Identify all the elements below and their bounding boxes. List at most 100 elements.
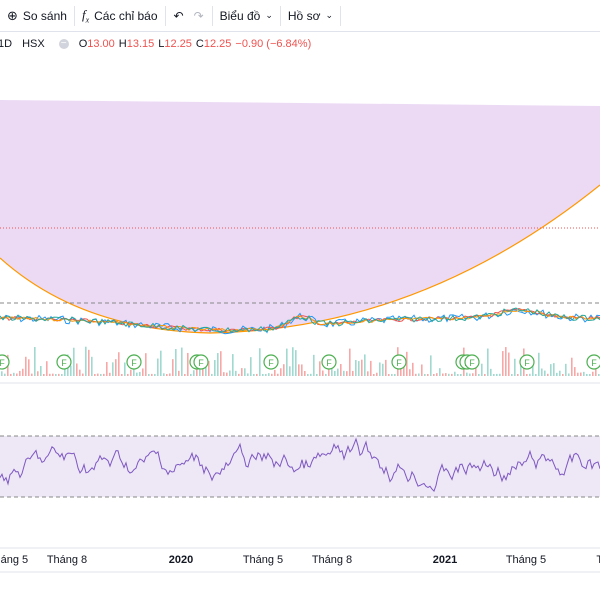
- volume-bar: [259, 348, 261, 376]
- redo-button[interactable]: ↷: [193, 8, 204, 23]
- volume-bar: [253, 373, 255, 376]
- volume-bar: [532, 360, 534, 376]
- volume-bar: [100, 373, 102, 376]
- volume-bars: [1, 346, 600, 376]
- profile-label: Hồ sơ: [287, 8, 321, 23]
- volume-bar: [424, 373, 426, 376]
- event-marker: [464, 354, 480, 370]
- volume-bar: [130, 369, 132, 376]
- time-axis-labels: Tháng 5 Tháng 8 2020 Tháng 5 Tháng 8 2021 Thán…: [0, 554, 600, 566]
- volume-bar: [199, 367, 201, 376]
- indicators-button[interactable]: fx Các chỉ báo: [75, 0, 165, 32]
- volume-bar: [25, 356, 27, 376]
- volume-bar: [262, 373, 264, 376]
- volume-bar: [454, 371, 456, 376]
- event-marker-label: F: [61, 358, 67, 368]
- time-label: Tháng 5: [506, 554, 546, 566]
- volume-bar: [154, 373, 156, 376]
- volume-bar: [124, 362, 126, 376]
- close-value: 12.25: [203, 38, 232, 50]
- volume-bar: [223, 372, 225, 376]
- profile-button[interactable]: Hồ sơ ⌄: [281, 0, 340, 32]
- volume-bar: [145, 353, 147, 376]
- volume-bar: [37, 371, 39, 376]
- event-marker: [126, 354, 142, 370]
- volume-bar: [400, 367, 402, 376]
- symbol-legend: 1D HSX − O 13.00 H 13.15 L 12.25 C 12.25 −0.…: [0, 36, 311, 52]
- volume-bar: [28, 359, 30, 376]
- volume-bar: [502, 351, 504, 376]
- chart-type-button[interactable]: Biểu đồ ⌄: [213, 0, 280, 32]
- price-line: [0, 309, 600, 335]
- high-label: H: [118, 38, 127, 50]
- volume-bar: [94, 373, 96, 376]
- volume-bar: [556, 372, 558, 376]
- volume-bar: [295, 350, 297, 376]
- volume-bar: [46, 361, 48, 376]
- compare-icon: ⊕: [7, 7, 18, 23]
- volume-bar: [505, 347, 507, 376]
- volume-bar: [517, 373, 519, 376]
- volume-bar: [337, 368, 339, 376]
- volume-bar: [496, 373, 498, 376]
- compare-button[interactable]: ⊕ So sánh: [0, 0, 74, 32]
- volume-bar: [214, 359, 216, 376]
- volume-bar: [589, 373, 591, 376]
- volume-bar: [172, 359, 174, 376]
- volume-bar: [16, 373, 18, 376]
- volume-bar: [256, 373, 258, 376]
- volume-bar: [478, 373, 480, 376]
- volume-bar: [226, 372, 228, 376]
- volume-bar: [181, 347, 183, 376]
- volume-bar: [4, 373, 6, 376]
- volume-bar: [247, 373, 249, 376]
- volume-bar: [385, 359, 387, 376]
- indicators-label: Các chỉ báo: [94, 8, 158, 23]
- time-label: Tháng 5: [243, 554, 283, 566]
- collapse-button[interactable]: −: [58, 39, 69, 49]
- volume-bar: [169, 373, 171, 376]
- event-marker-label: F: [524, 358, 530, 368]
- volume-bar: [97, 373, 99, 376]
- volume-bar: [64, 364, 66, 376]
- volume-bar: [568, 373, 570, 376]
- price-lines: [0, 307, 600, 335]
- volume-bar: [19, 370, 21, 376]
- volume-bar: [391, 373, 393, 376]
- volume-bar: [466, 372, 468, 376]
- volume-bar: [415, 373, 417, 376]
- event-marker: [56, 354, 72, 370]
- rsi-line: [0, 437, 600, 493]
- pattern-curve: [0, 184, 600, 334]
- time-label: Tháng 5: [0, 554, 28, 566]
- volume-bar: [382, 363, 384, 376]
- volume-bar: [289, 366, 291, 376]
- time-label: Tháng 8: [312, 554, 352, 566]
- volume-bar: [577, 372, 579, 376]
- volume-bar: [205, 363, 207, 376]
- volume-bar: [451, 373, 453, 376]
- undo-button[interactable]: ↶: [173, 8, 184, 23]
- volume-bar: [583, 371, 585, 376]
- volume-bar: [571, 357, 573, 376]
- event-marker-label: F: [0, 358, 5, 368]
- event-marker-label: F: [396, 358, 402, 368]
- compare-label: So sánh: [22, 8, 67, 23]
- change-value: −0.90 (−6.84%): [235, 38, 312, 50]
- volume-bar: [526, 374, 528, 376]
- volume-bar: [298, 364, 300, 376]
- volume-bar: [475, 367, 477, 376]
- open-label: O: [78, 38, 88, 50]
- volume-bar: [547, 373, 549, 376]
- volume-bar: [352, 370, 354, 376]
- volume-bar: [343, 370, 345, 376]
- price-line: [0, 309, 600, 332]
- volume-bar: [52, 373, 54, 376]
- volume-bar: [61, 373, 63, 376]
- volume-bar: [409, 369, 411, 376]
- volume-bar: [421, 364, 423, 376]
- chart-type-label: Biểu đồ: [219, 8, 261, 23]
- volume-bar: [331, 365, 333, 376]
